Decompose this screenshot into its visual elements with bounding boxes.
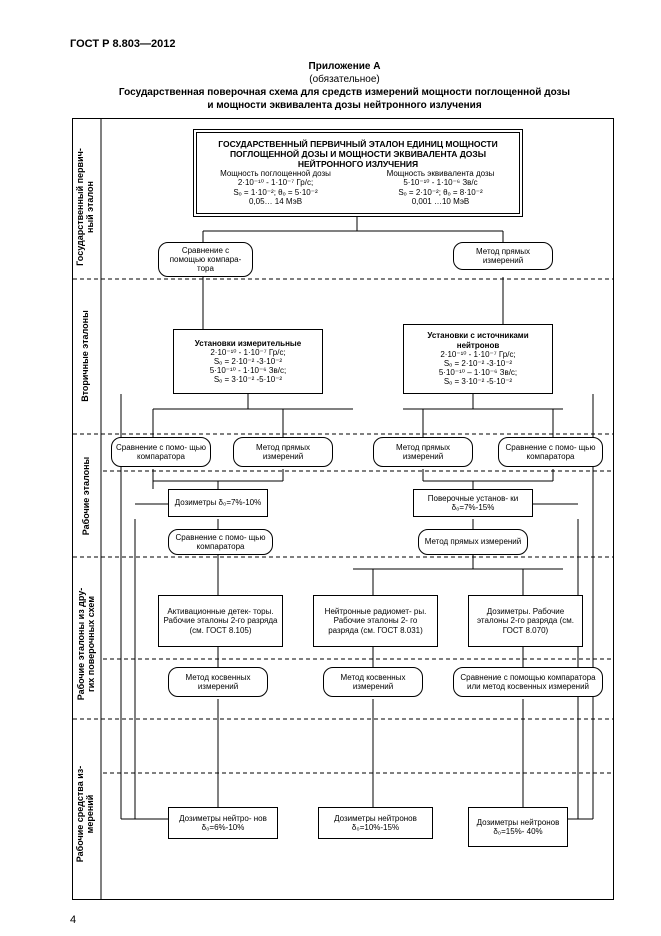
row-label-instruments: Рабочие средства из- мерений	[75, 754, 95, 874]
c2h: Мощность эквивалента дозы	[363, 169, 518, 178]
c13: 0,05… 14 МэВ	[198, 197, 353, 206]
slt: Установки измерительные	[178, 339, 318, 348]
node-m5-3: Сравнение с помощью компаратора или мето…	[453, 667, 603, 697]
node-secondary-left: Установки измерительные 2·10⁻¹⁰ - 1·10⁻⁷…	[173, 329, 323, 394]
title-line-1: Государственная поверочная схема для сре…	[70, 86, 619, 99]
annex-label: Приложение А	[70, 60, 619, 73]
node-m5-1: Метод косвенных измерений	[168, 667, 268, 697]
sr3: 5·10⁻¹⁰ – 1·10⁻⁶ Зв/с;	[408, 368, 548, 377]
node-m4-2: Метод прямых измерений	[418, 529, 528, 555]
sl3: 5·10⁻¹⁰ - 1·10⁻⁶ Зв/с;	[178, 366, 318, 375]
node-final-2: Дозиметры нейтронов δ₀=10%-15%	[318, 807, 433, 839]
node-final-1: Дозиметры нейтро- нов δ₀=6%-10%	[168, 807, 278, 839]
node-m5-2: Метод косвенных измерений	[323, 667, 423, 697]
primary-title: ГОСУДАРСТВЕННЫЙ ПЕРВИЧНЫЙ ЭТАЛОН ЕДИНИЦ …	[198, 140, 518, 169]
c23: 0,001 …10 МэВ	[363, 197, 518, 206]
document-page: ГОСТ Р 8.803—2012 Приложение А (обязател…	[0, 0, 661, 936]
c21: 5·10⁻¹⁰ - 1·10⁻⁶ Зв/с	[363, 178, 518, 187]
node-m4-1: Сравнение с помо- щью компаратора	[168, 529, 273, 555]
node-work-left: Дозиметры δ₀=7%-10%	[168, 489, 268, 517]
row-label-other: Рабочие эталоны из дру- гих поверочных с…	[76, 579, 96, 709]
annex-type: (обязательное)	[70, 73, 619, 86]
node-other-2: Нейтронные радиомет- ры. Рабочие эталоны…	[313, 595, 438, 647]
title-line-2: и мощности эквивалента дозы нейтронного …	[70, 99, 619, 112]
node-method-comparator-1: Сравнение с помощью компара- тора	[158, 242, 253, 277]
title-block: Приложение А (обязательное) Государствен…	[70, 60, 619, 112]
sr1: 2·10⁻¹⁰ - 1·10⁻⁷ Гр/с;	[408, 350, 548, 359]
row-label-primary: Государственный первич- ный эталон	[75, 147, 95, 267]
c11: 2·10⁻¹⁰ - 1·10⁻⁷ Гр/с;	[198, 178, 353, 187]
node-m3-4: Сравнение с помо- щью компаратора	[498, 437, 603, 467]
sr4: Sₒ = 3·10⁻² -5·10⁻²	[408, 377, 548, 386]
sl4: Sₒ = 3·10⁻² -5·10⁻²	[178, 375, 318, 384]
node-work-right: Поверочные установ- ки δ₀=7%-15%	[413, 489, 533, 517]
sl1: 2·10⁻¹⁰ - 1·10⁻⁷ Гр/с;	[178, 348, 318, 357]
row-label-working: Рабочие эталоны	[81, 451, 91, 541]
row-label-secondary: Вторичные эталоны	[80, 306, 90, 406]
node-final-3: Дозиметры нейтронов δ₀=15%- 40%	[468, 807, 568, 847]
page-number: 4	[70, 914, 76, 926]
c1h: Мощность поглощенной дозы	[198, 169, 353, 178]
standard-code: ГОСТ Р 8.803—2012	[70, 38, 619, 50]
node-other-1: Активационные детек- торы. Рабочие этало…	[158, 595, 283, 647]
c22: Sₒ = 2·10⁻²; θₒ = 8·10⁻²	[363, 188, 518, 197]
c12: Sₒ = 1·10⁻²; θₒ = 5·10⁻²	[198, 188, 353, 197]
node-primary-standard: ГОСУДАРСТВЕННЫЙ ПЕРВИЧНЫЙ ЭТАЛОН ЕДИНИЦ …	[193, 129, 523, 217]
sr2: Sₒ = 2·10⁻² -3·10⁻²	[408, 359, 548, 368]
node-m3-3: Метод прямых измерений	[373, 437, 473, 467]
sl2: Sₒ = 2·10⁻² -3·10⁻²	[178, 357, 318, 366]
verification-scheme-diagram: Государственный первич- ный эталон Втори…	[72, 118, 614, 900]
node-m3-1: Сравнение с помо- щью компаратора	[111, 437, 211, 467]
node-m3-2: Метод прямых измерений	[233, 437, 333, 467]
node-other-3: Дозиметры. Рабочие эталоны 2-го разряда …	[468, 595, 583, 647]
srt: Установки с источниками нейтронов	[408, 331, 548, 349]
node-secondary-right: Установки с источниками нейтронов 2·10⁻¹…	[403, 324, 553, 394]
node-method-direct-1: Метод прямых измерений	[453, 242, 553, 270]
